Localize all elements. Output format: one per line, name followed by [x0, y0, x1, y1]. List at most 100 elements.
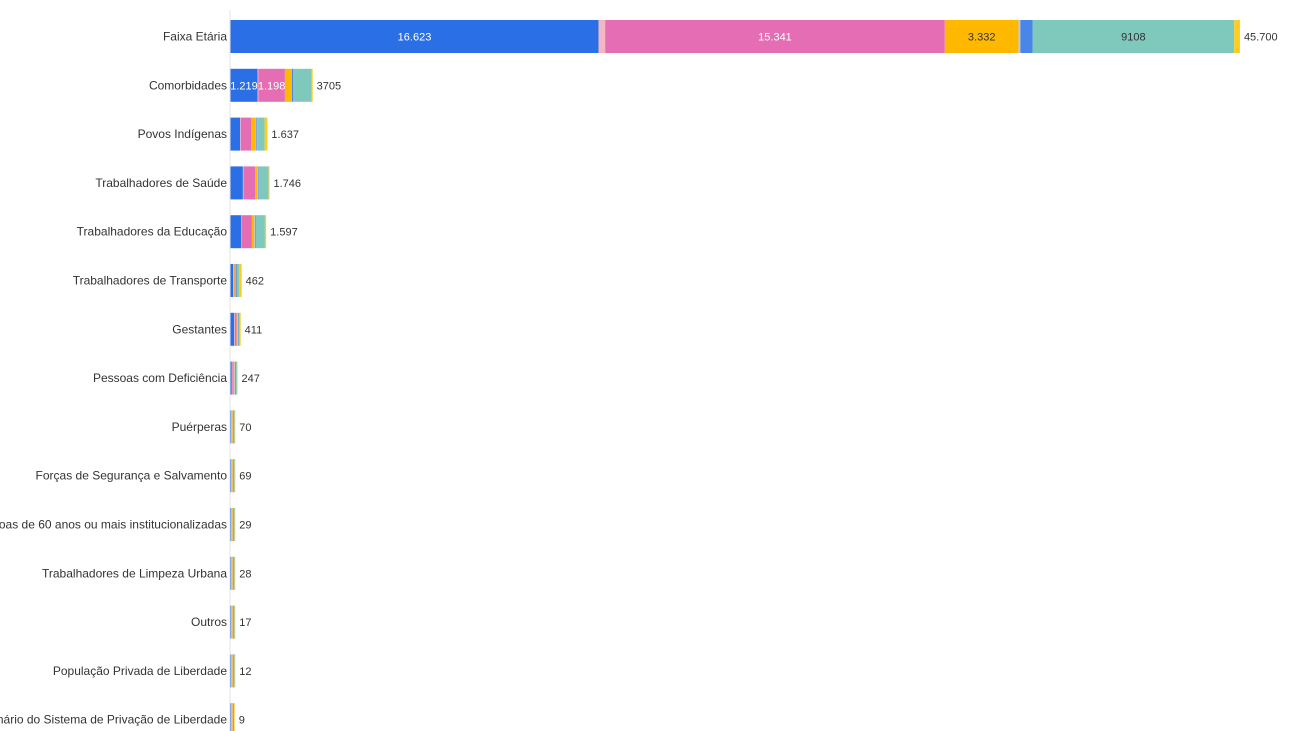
bar-segment — [230, 166, 243, 200]
bar-segment — [231, 410, 233, 444]
bar-segment — [238, 264, 242, 297]
category-label: Forças de Segurança e Salvamento — [36, 469, 228, 483]
bar-segment — [241, 215, 242, 249]
category-label: Funcionário do Sistema de Privação de Li… — [0, 713, 227, 727]
category-label: Povos Indígenas — [138, 127, 227, 141]
category-label: Gestantes — [172, 322, 227, 336]
bar-segment — [231, 410, 232, 444]
bar-segment — [311, 68, 313, 102]
bar-segment — [233, 459, 235, 493]
bar-segment — [230, 20, 599, 53]
bar-segment — [257, 68, 259, 102]
bar-segment — [234, 459, 236, 493]
bar-segment — [230, 605, 232, 639]
bar-segment — [233, 264, 234, 297]
bar-segment — [234, 654, 235, 688]
bar-segment — [232, 654, 233, 688]
bar-segment — [268, 166, 270, 200]
bar-segment — [230, 312, 235, 346]
bar-segment — [232, 605, 233, 639]
bar-segment — [598, 20, 606, 53]
bar-segment — [251, 215, 255, 249]
bar-segment — [291, 68, 294, 102]
bar-segment — [257, 166, 259, 200]
bar-total-label: 12 — [239, 666, 251, 678]
bar-segment — [234, 654, 236, 688]
bar-segment — [232, 556, 234, 590]
bar-segment — [232, 703, 233, 731]
bar-segment — [234, 508, 236, 541]
bar-segment — [234, 312, 237, 346]
category-label: Pessoas com Deficiência — [93, 371, 227, 385]
bar-segment — [231, 654, 232, 688]
bar-segment — [240, 117, 241, 151]
bar-segment — [230, 361, 232, 395]
bar-segment — [291, 68, 292, 102]
bar-total-label: 1.597 — [270, 227, 298, 239]
bar-segment — [231, 605, 232, 639]
bar-segment — [605, 20, 945, 53]
bar-segment — [293, 68, 312, 102]
bar-total-label: 1.746 — [273, 178, 301, 190]
category-label: Trabalhadores da Educação — [77, 225, 228, 239]
bar-segment — [230, 68, 258, 102]
bar-segment — [258, 68, 285, 102]
bar-segment — [234, 312, 235, 346]
bar-segment — [234, 361, 235, 395]
bar-segment — [230, 117, 241, 151]
bar-segment — [231, 605, 233, 639]
bar-total-label: 9 — [239, 715, 245, 727]
bar-segment — [240, 117, 252, 151]
bar-segment — [238, 312, 240, 346]
segment-value-label: 1.219 — [230, 80, 258, 92]
category-label: Trabalhadores de Transporte — [73, 274, 228, 288]
category-label: Pessoas de 60 anos ou mais institucional… — [0, 518, 227, 532]
bar-total-label: 247 — [241, 373, 259, 385]
bar-total-label: 1.637 — [271, 129, 299, 141]
bar-segment — [264, 117, 268, 151]
bar-segment — [232, 556, 233, 590]
bar-segment — [234, 556, 236, 590]
bar-segment — [235, 264, 236, 297]
bar-segment — [1020, 20, 1033, 53]
category-label: População Privada de Liberdade — [53, 664, 227, 678]
bar-total-label: 28 — [239, 568, 251, 580]
bar-total-label: 70 — [239, 422, 251, 434]
bar-segment — [236, 361, 238, 395]
bar-segment — [232, 410, 234, 444]
bar-segment — [243, 166, 256, 200]
bar-total-label: 69 — [239, 471, 251, 483]
bar-segment — [239, 312, 241, 346]
bar-segment — [234, 361, 236, 395]
bar-segment — [231, 703, 232, 731]
bar-segment — [233, 361, 235, 395]
bar-segment — [231, 556, 232, 590]
bar-segment — [237, 312, 239, 346]
bar-segment — [258, 166, 259, 200]
bar-segment — [230, 508, 232, 541]
bar-segment — [230, 264, 234, 297]
bar-segment — [232, 459, 233, 493]
bar-segment — [231, 459, 233, 493]
segment-value-label: 16.623 — [398, 32, 432, 44]
bar-segment — [233, 556, 235, 590]
bar-segment — [255, 215, 265, 249]
bar-segment — [235, 361, 237, 395]
bar-segment — [231, 508, 233, 541]
bar-segment — [234, 459, 235, 493]
bar-segment — [231, 508, 232, 541]
bar-segment — [258, 166, 269, 200]
bar-total-label: 17 — [239, 617, 251, 629]
bar-segment — [232, 508, 234, 541]
bar-segment — [230, 215, 242, 249]
bar-segment — [234, 605, 236, 639]
bar-segment — [236, 312, 238, 346]
category-label: Comorbidades — [149, 78, 227, 92]
bar-segment — [256, 117, 258, 151]
bar-segment — [230, 703, 232, 731]
bar-segment — [232, 508, 233, 541]
bar-segment — [254, 215, 256, 249]
bar-segment — [232, 459, 234, 493]
bar-segment — [234, 508, 235, 541]
category-label: Outros — [191, 615, 227, 629]
